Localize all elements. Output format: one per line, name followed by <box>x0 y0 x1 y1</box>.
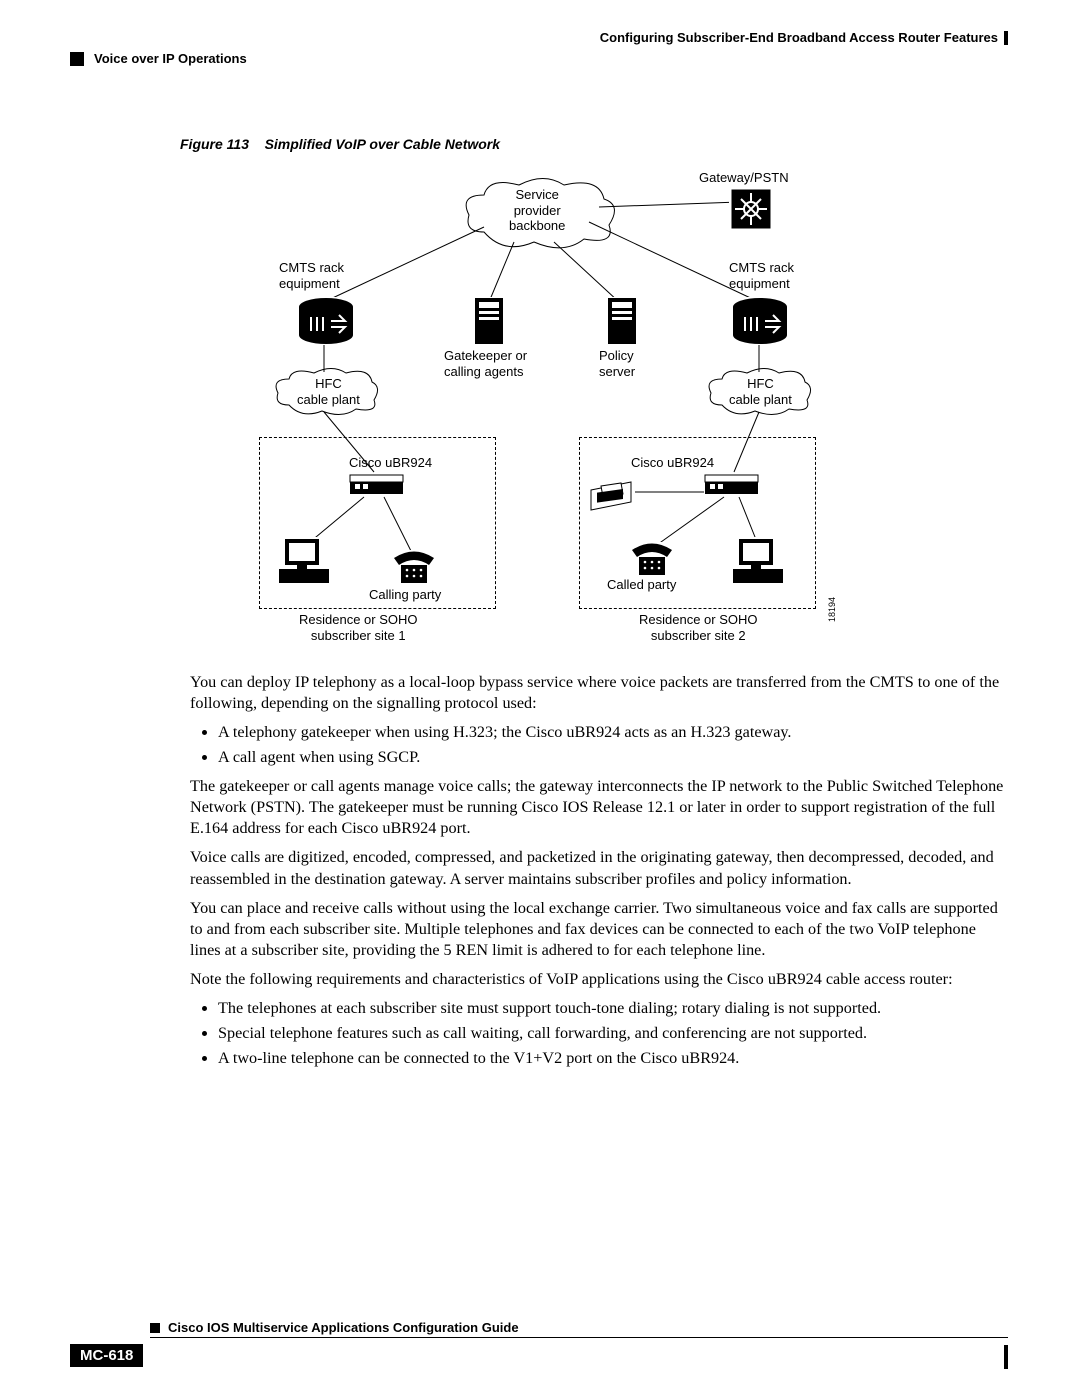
phone-left-icon <box>389 550 439 585</box>
section-title: Voice over IP Operations <box>94 51 247 66</box>
label-ubr924-right: Cisco uBR924 <box>631 455 714 471</box>
policy-server-icon <box>607 297 637 345</box>
label-gatekeeper: Gatekeeper orcalling agents <box>444 348 527 379</box>
label-cmts-left: CMTS rackequipment <box>279 260 344 291</box>
gatekeeper-server-icon <box>474 297 504 345</box>
footer-marker-icon <box>150 1323 160 1333</box>
ubr924-left-icon <box>349 474 404 496</box>
label-site-1: Residence or SOHOsubscriber site 1 <box>299 612 418 643</box>
figure-id: 18194 <box>827 597 838 622</box>
paragraph: You can place and receive calls without … <box>190 898 1010 961</box>
label-gateway-pstn: Gateway/PSTN <box>699 170 789 186</box>
figure-caption: Figure 113 Simplified VoIP over Cable Ne… <box>180 136 1008 152</box>
network-diagram: Service provider backbone Gateway/PSTN C… <box>229 162 849 652</box>
fax-right-icon <box>587 480 635 512</box>
label-hfc-left: HFCcable plant <box>297 376 360 407</box>
label-backbone: Service provider backbone <box>509 187 565 234</box>
list-item: The telephones at each subscriber site m… <box>218 998 1010 1019</box>
header-rule-icon <box>1004 31 1008 45</box>
label-cmts-right: CMTS rackequipment <box>729 260 794 291</box>
label-ubr924-left: Cisco uBR924 <box>349 455 432 471</box>
page-footer: Cisco IOS Multiservice Applications Conf… <box>70 1319 1008 1367</box>
pc-right-icon <box>731 537 786 587</box>
label-policy-server: Policyserver <box>599 348 635 379</box>
paragraph: The gatekeeper or call agents manage voi… <box>190 776 1010 839</box>
footer-guide-title: Cisco IOS Multiservice Applications Conf… <box>168 1320 519 1335</box>
page-number: MC-618 <box>70 1344 143 1367</box>
list-item: A two-line telephone can be connected to… <box>218 1048 1010 1069</box>
cmts-right-icon <box>731 297 789 345</box>
phone-right-icon <box>627 542 677 577</box>
ubr924-right-icon <box>704 474 759 496</box>
cmts-left-icon <box>297 297 355 345</box>
label-hfc-right: HFCcable plant <box>729 376 792 407</box>
list-item: A call agent when using SGCP. <box>218 747 1010 768</box>
footer-rule-icon <box>1004 1345 1008 1369</box>
paragraph: You can deploy IP telephony as a local-l… <box>190 672 1010 714</box>
list-item: A telephony gatekeeper when using H.323;… <box>218 722 1010 743</box>
section-marker-icon <box>70 52 84 66</box>
paragraph: Note the following requirements and char… <box>190 969 1010 990</box>
list-item: Special telephone features such as call … <box>218 1023 1010 1044</box>
paragraph: Voice calls are digitized, encoded, comp… <box>190 847 1010 889</box>
gateway-pstn-icon <box>729 187 773 231</box>
body-text: You can deploy IP telephony as a local-l… <box>190 672 1010 1069</box>
pc-left-icon <box>277 537 332 587</box>
chapter-title: Configuring Subscriber-End Broadband Acc… <box>600 30 1008 45</box>
label-site-2: Residence or SOHOsubscriber site 2 <box>639 612 758 643</box>
label-called-party: Called party <box>607 577 676 593</box>
label-calling-party: Calling party <box>369 587 441 603</box>
